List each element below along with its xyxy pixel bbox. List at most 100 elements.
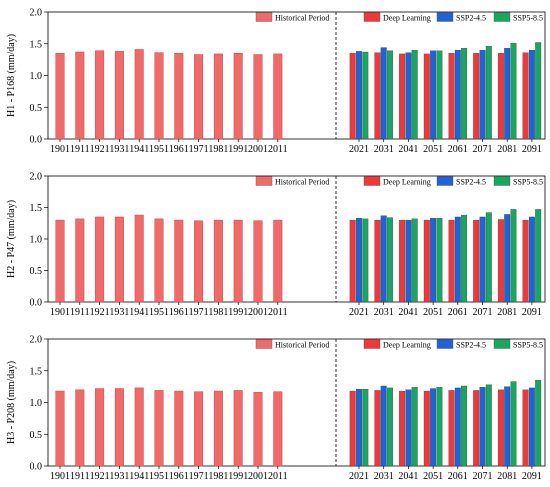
bar-historical-1931	[114, 216, 124, 303]
bar-ssp5-8-5-2041	[411, 218, 418, 303]
legend-historical-label: Historical Period	[275, 14, 329, 23]
bar-historical-1981	[213, 390, 223, 467]
bar-ssp2-4-5-2031	[380, 47, 387, 140]
bar-deep-learning-2091	[522, 219, 529, 303]
bar-deep-learning-2061	[448, 219, 455, 303]
bar-historical-1941	[134, 387, 144, 467]
bar-ssp2-4-5-2081	[504, 214, 511, 303]
x-tick-label: 1901	[50, 307, 70, 318]
bar-deep-learning-2051	[423, 219, 430, 303]
bar-historical-1991	[233, 219, 243, 303]
bar-ssp2-4-5-2051	[430, 50, 437, 140]
bar-historical-2011	[273, 391, 283, 467]
x-tick-label: 2081	[497, 307, 517, 318]
bar-deep-learning-2061	[448, 53, 455, 140]
bar-historical-2001	[253, 392, 263, 467]
bar-ssp2-4-5-2071	[479, 49, 486, 140]
y-tick-label: 1.5	[30, 39, 43, 50]
bar-ssp2-4-5-2021	[356, 389, 362, 467]
bar-deep-learning-2071	[473, 53, 480, 140]
legend-deep-learning-label: Deep Learning	[383, 178, 431, 187]
x-tick-label: 1951	[149, 144, 169, 155]
bar-historical-1941	[134, 49, 144, 140]
bar-ssp5-8-5-2061	[461, 48, 468, 140]
x-tick-label: 2091	[522, 307, 542, 318]
legend-historical-swatch	[255, 12, 273, 22]
x-tick-label: 1971	[189, 471, 209, 482]
bar-historical-1971	[194, 391, 204, 467]
y-axis-label: H1 - P168 (mm/day)	[6, 34, 17, 117]
x-tick-label: 1961	[169, 471, 189, 482]
y-tick-label: 1.0	[30, 71, 43, 82]
x-tick-label: 2031	[374, 471, 394, 482]
legend-ssp5-8-5-label: SSP5-8.5	[513, 341, 543, 350]
bar-ssp5-8-5-2091	[535, 380, 542, 467]
legend-deep-learning-swatch	[363, 12, 381, 22]
y-tick-label: 0.5	[30, 103, 43, 114]
bar-historical-1971	[194, 54, 204, 140]
bar-deep-learning-2071	[473, 219, 480, 303]
bar-ssp5-8-5-2081	[510, 42, 517, 140]
legend-ssp2-4-5: SSP2-4.5	[436, 176, 486, 187]
x-tick-label: 2071	[473, 144, 493, 155]
bar-ssp5-8-5-2061	[461, 214, 468, 303]
bar-deep-learning-2021	[349, 53, 356, 140]
bar-ssp2-4-5-2041	[405, 52, 412, 140]
bar-historical-1991	[233, 390, 243, 467]
bar-ssp2-4-5-2021	[356, 51, 362, 140]
bar-ssp5-8-5-2031	[387, 217, 393, 303]
bar-deep-learning-2051	[423, 390, 430, 467]
bar-historical-1961	[174, 390, 184, 467]
bar-ssp5-8-5-2051	[436, 50, 443, 140]
bar-ssp2-4-5-2081	[504, 48, 511, 140]
legend-ssp5-8-5: SSP5-8.5	[493, 176, 543, 187]
x-tick-label: 1921	[90, 471, 110, 482]
x-tick-label: 1911	[70, 144, 90, 155]
bar-historical-1981	[213, 219, 223, 303]
legend-deep-learning-swatch	[363, 339, 381, 349]
bar-ssp2-4-5-2051	[430, 388, 437, 467]
bar-historical-1901	[55, 390, 65, 467]
bar-historical-1921	[95, 216, 105, 303]
bar-ssp2-4-5-2071	[479, 387, 486, 467]
bar-historical-1951	[154, 52, 164, 140]
bar-ssp2-4-5-2091	[528, 387, 535, 467]
x-tick-label: 1931	[109, 144, 129, 155]
bar-ssp2-4-5-2031	[380, 215, 387, 303]
x-tick-label: 2021	[349, 307, 369, 318]
x-tick-label: 2001	[248, 144, 268, 155]
x-tick-label: 2051	[423, 471, 443, 482]
x-tick-label: 1971	[189, 307, 209, 318]
chart-panel-3: 0.0 0.5 1.0 1.5 2.0 H3 - P208 (mm/day) 1901 191…	[6, 335, 546, 482]
bar-ssp2-4-5-2061	[454, 387, 461, 467]
x-tick-label: 1941	[129, 144, 149, 155]
bar-ssp5-8-5-2051	[436, 218, 443, 303]
legend-ssp2-4-5-swatch	[436, 176, 454, 186]
x-tick-label: 2041	[398, 307, 418, 318]
legend-ssp2-4-5: SSP2-4.5	[436, 339, 486, 350]
x-tick-label: 1991	[228, 144, 248, 155]
legend-ssp5-8-5: SSP5-8.5	[493, 339, 543, 350]
bar-historical-1981	[213, 53, 223, 140]
bar-deep-learning-2031	[374, 390, 381, 467]
bar-deep-learning-2081	[497, 389, 504, 467]
bar-historical-1911	[75, 51, 85, 140]
legend-deep-learning-swatch	[363, 176, 381, 186]
bar-deep-learning-2071	[473, 390, 480, 467]
bar-deep-learning-2041	[399, 53, 406, 140]
y-tick-label: 1.5	[30, 366, 43, 377]
bar-historical-1951	[154, 218, 164, 303]
bar-historical-1991	[233, 53, 243, 140]
y-tick-label: 0.0	[30, 298, 43, 309]
x-tick-label: 2081	[497, 144, 517, 155]
bar-ssp2-4-5-2091	[528, 216, 535, 303]
y-tick-label: 2.0	[30, 8, 43, 19]
bar-ssp5-8-5-2051	[436, 387, 443, 467]
bar-ssp5-8-5-2021	[362, 389, 369, 467]
legend-ssp2-4-5-label: SSP2-4.5	[456, 14, 486, 23]
bar-ssp5-8-5-2071	[485, 384, 492, 467]
x-tick-label: 1981	[208, 144, 228, 155]
bar-ssp5-8-5-2021	[362, 51, 369, 140]
x-tick-label: 1901	[50, 144, 70, 155]
x-tick-label: 1951	[149, 307, 169, 318]
